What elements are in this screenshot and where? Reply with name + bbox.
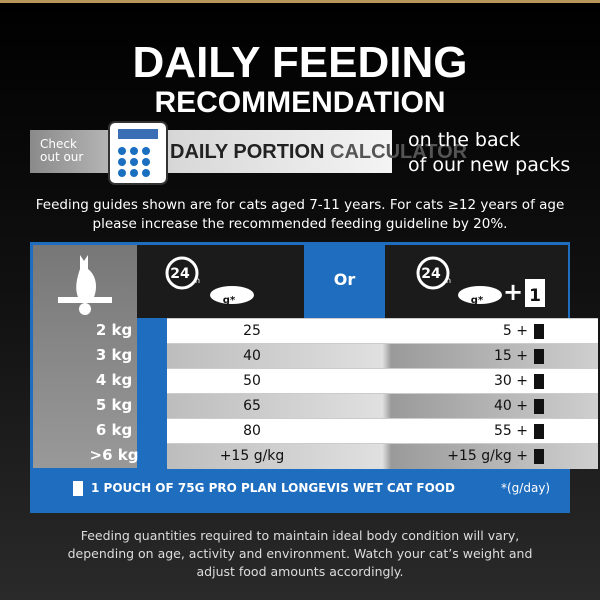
wet-amount: 55 + xyxy=(494,423,528,439)
plus: + xyxy=(503,278,523,306)
pouch-icon xyxy=(534,424,544,439)
calc-label: DAILY PORTION CALCULATOR xyxy=(170,141,467,164)
hours: 24 xyxy=(170,266,190,282)
title: RECOMMENDATION xyxy=(154,86,446,119)
weight: >6 kg xyxy=(89,446,139,464)
text: of our new packs xyxy=(408,154,571,176)
dry-amount: 65 xyxy=(243,398,261,414)
weight: 2 kg xyxy=(95,321,133,339)
top-stripe xyxy=(0,0,600,3)
dry-icons: 24 h g* xyxy=(165,256,254,306)
text: CALCULATOR xyxy=(330,141,468,163)
weight: 4 kg xyxy=(95,371,133,389)
weight: 5 kg xyxy=(95,396,133,414)
footer-bar: 1 POUCH OF 75G PRO PLAN LONGEVIS WET CAT… xyxy=(33,469,567,509)
dry-amount: 80 xyxy=(243,423,261,439)
footer-text: 1 POUCH OF 75G PRO PLAN LONGEVIS WET CAT… xyxy=(91,481,455,495)
row: 65 40 + xyxy=(167,393,598,419)
dry-amount: 50 xyxy=(243,373,261,389)
text: adjust food amounts accordingly. xyxy=(196,564,404,579)
wet-amount: 5 + xyxy=(502,323,528,339)
weight: 3 kg xyxy=(95,346,133,364)
cat-scale-icon xyxy=(58,255,112,315)
row: 80 55 + xyxy=(167,418,598,444)
text: Feeding quantities required to maintain … xyxy=(80,528,520,543)
calculator-icon xyxy=(108,121,168,185)
wet-icons: 24 h g* + 1 xyxy=(416,256,545,307)
row: 25 5 + xyxy=(167,318,598,344)
intro: Feeding guides shown are for cats aged 7… xyxy=(0,196,600,234)
banner-right: on the back of our new packs xyxy=(408,128,570,178)
text: depending on age, activity and environme… xyxy=(67,546,533,561)
pouch-count: 1 xyxy=(529,286,541,306)
pouch-icon xyxy=(534,349,544,364)
weight: 6 kg xyxy=(95,421,133,439)
hours: 24 xyxy=(421,266,441,282)
title: DAILY FEEDING xyxy=(132,38,468,87)
calc-screen xyxy=(118,129,158,139)
text: please increase the recommended feeding … xyxy=(92,216,508,232)
row: +15 g/kg +15 g/kg + xyxy=(167,443,598,469)
banner xyxy=(30,130,392,173)
wet-amount: +15 g/kg + xyxy=(447,448,528,464)
wet-amount: 30 + xyxy=(494,373,528,389)
text: DAILY PORTION xyxy=(170,141,325,163)
hours-unit: h xyxy=(446,276,451,285)
pouch-icon xyxy=(534,324,544,339)
dry-amount: +15 g/kg xyxy=(219,448,285,464)
banner-text: Check out our xyxy=(40,138,83,164)
calc-keys xyxy=(118,147,150,177)
hours-unit: h xyxy=(195,276,200,285)
outro: Feeding quantities required to maintain … xyxy=(0,527,600,581)
pouch-icon xyxy=(73,481,83,496)
text: out our xyxy=(40,150,84,164)
row: 50 30 + xyxy=(167,368,598,394)
text: Feeding guides shown are for cats aged 7… xyxy=(35,197,565,213)
wet-amount: 40 + xyxy=(494,398,528,414)
pouch-icon xyxy=(534,374,544,389)
dry-amount: 25 xyxy=(243,323,261,339)
pouch-icon xyxy=(534,399,544,414)
text: Check xyxy=(40,137,77,151)
or-label: Or xyxy=(333,270,356,289)
wet-amount: 15 + xyxy=(494,348,528,364)
text: on the back xyxy=(408,129,521,151)
feeding-table: 24 h g* Or 24 h g* + 1 1 POUCH OF 75G PR… xyxy=(30,242,598,513)
unit-note: *(g/day) xyxy=(501,481,551,495)
dry-header xyxy=(137,245,304,318)
dry-amount: 40 xyxy=(243,348,261,364)
row: 40 15 + xyxy=(167,343,598,369)
grams: g* xyxy=(471,295,484,306)
pouch-icon xyxy=(534,449,544,464)
grams: g* xyxy=(223,295,236,306)
